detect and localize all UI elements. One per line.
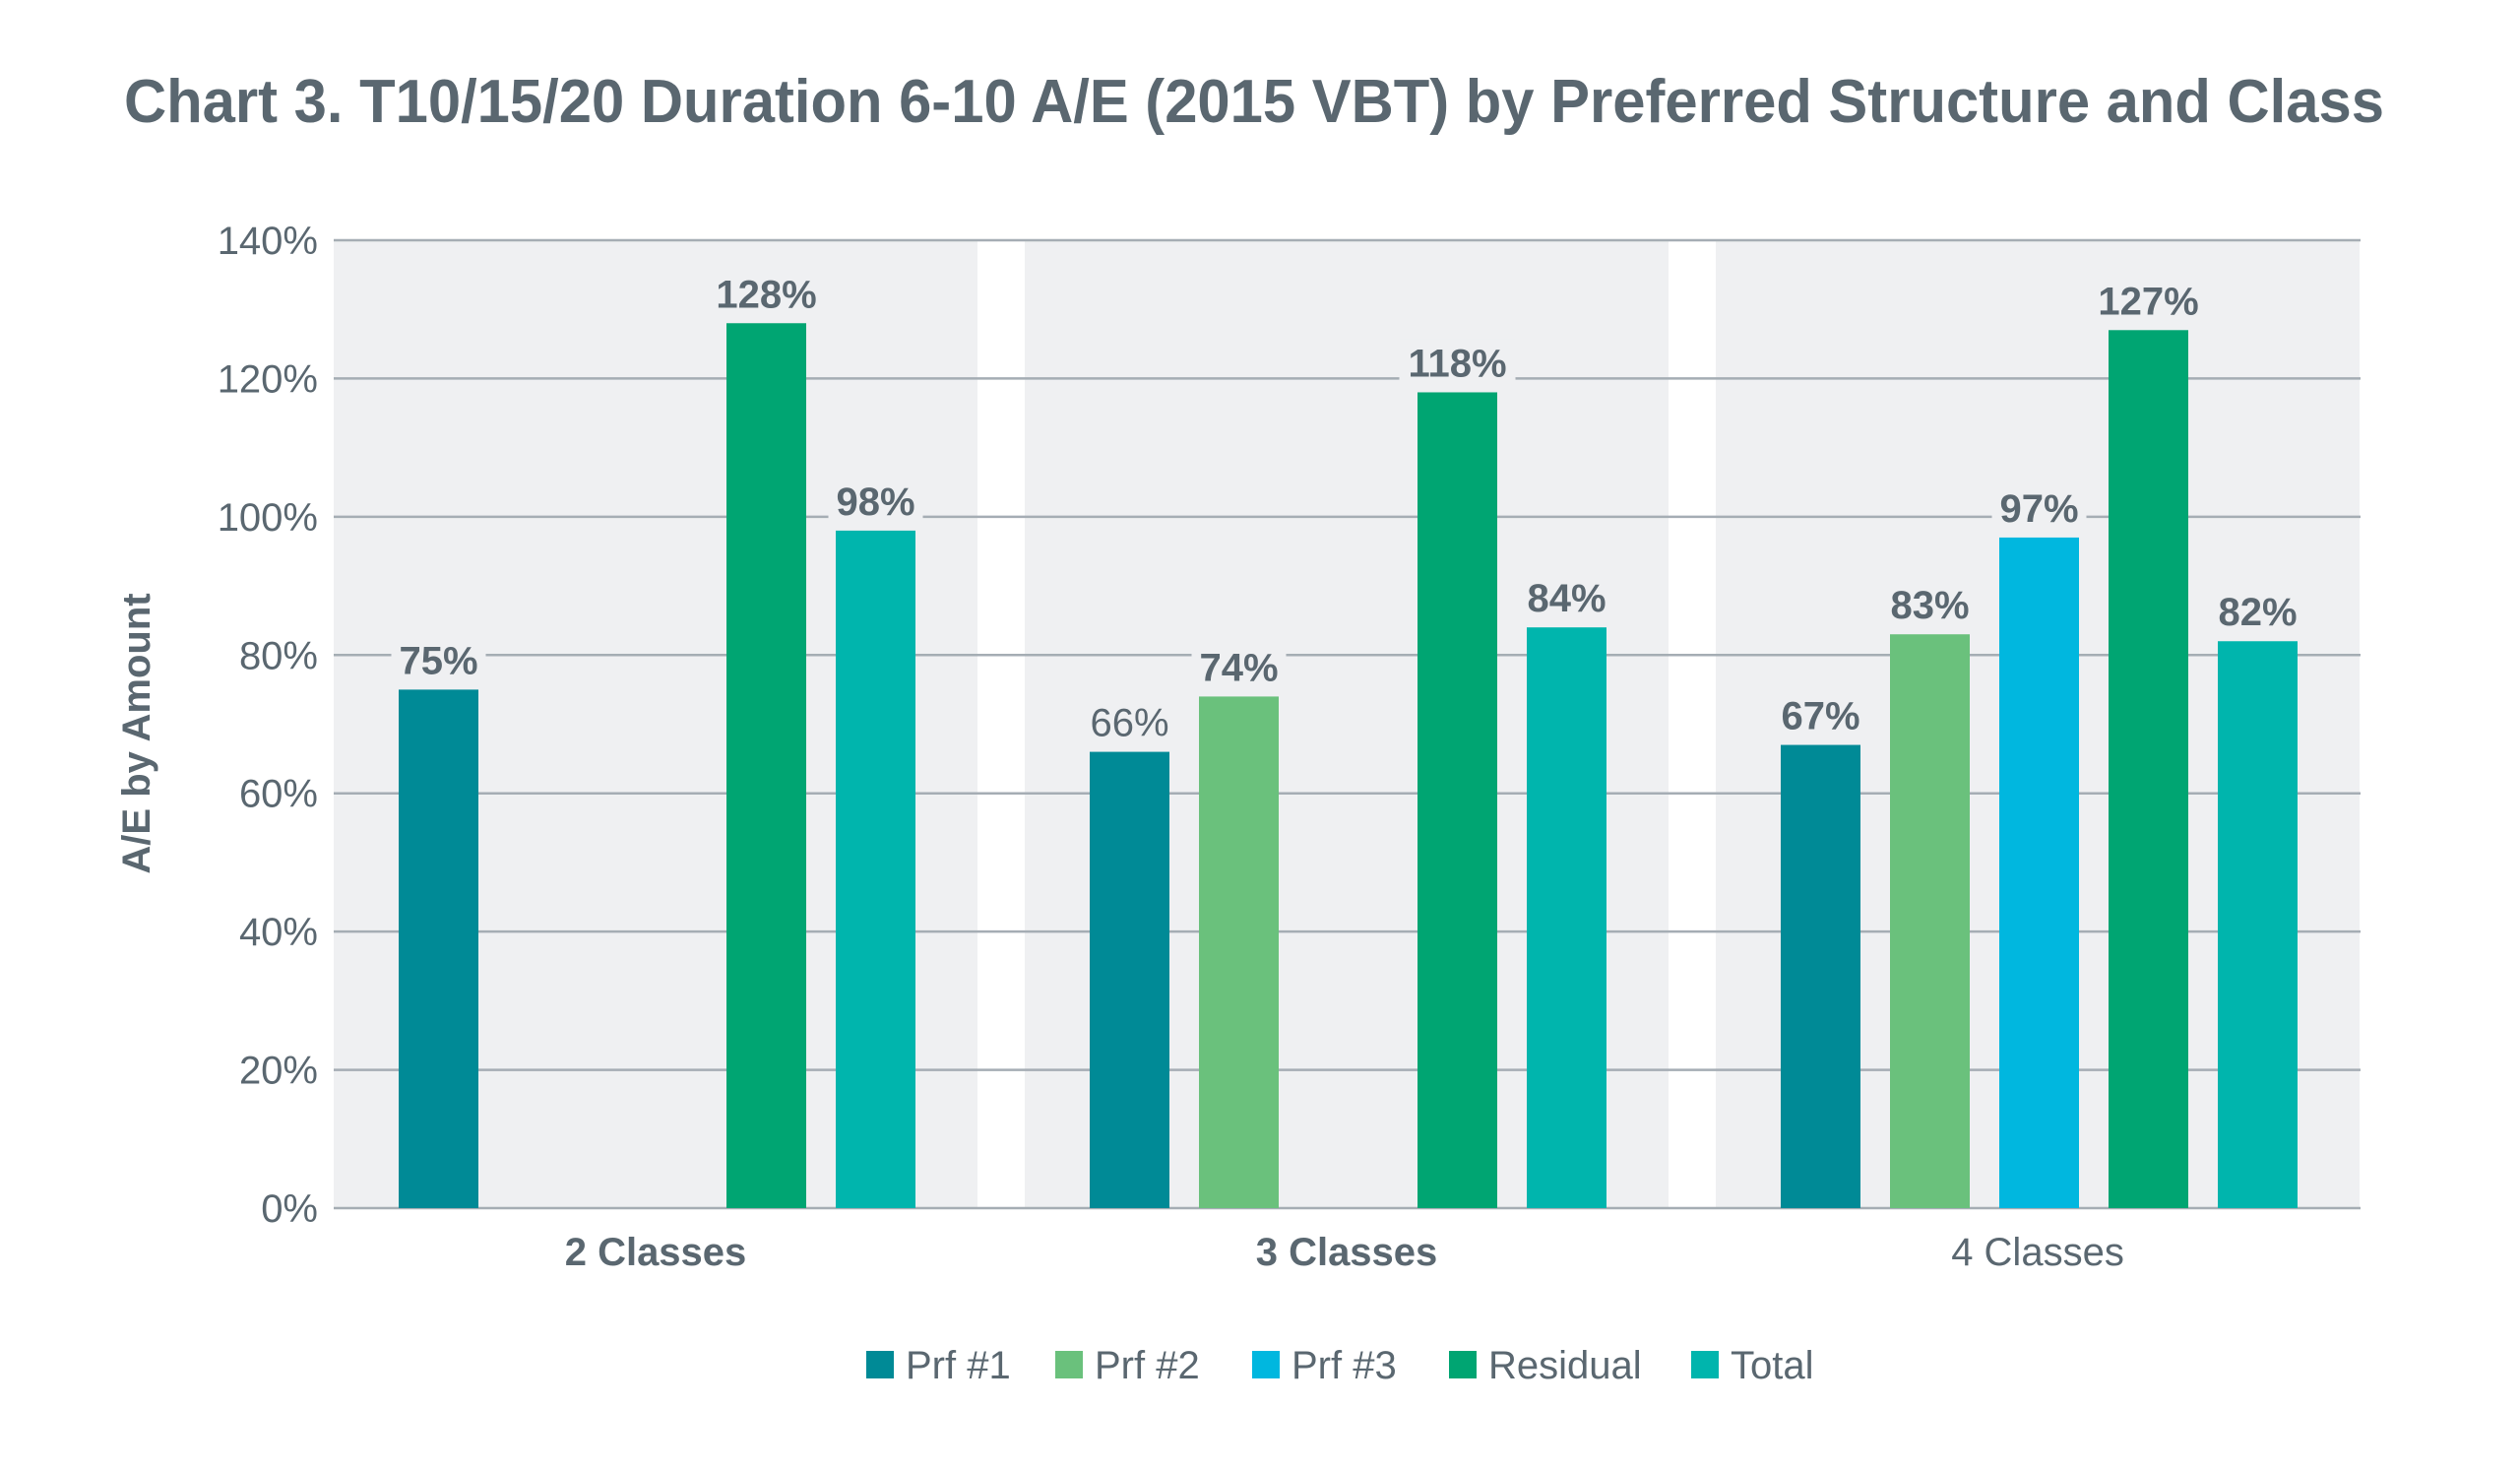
legend-swatch [1449, 1351, 1477, 1378]
y-tick-label: 40% [239, 911, 318, 954]
y-tick-label: 80% [239, 634, 318, 677]
bar-residual-3-classes [1418, 392, 1497, 1208]
data-label: 67% [1781, 695, 1859, 738]
bar-residual-4-classes [2109, 330, 2188, 1208]
bar-prf-1-4-classes [1781, 744, 1860, 1208]
data-label: 74% [1199, 646, 1278, 689]
bar-residual-2-classes [726, 323, 806, 1208]
chart-title: Chart 3. T10/15/20 Duration 6-10 A/E (20… [124, 68, 2384, 136]
y-tick-label: 100% [218, 496, 318, 540]
legend-label: Prf #3 [1292, 1344, 1397, 1387]
legend-swatch [1055, 1351, 1083, 1378]
y-axis-ticks: 0% 20% 40% 60% 80% 100% 120% 140% [218, 220, 318, 1231]
legend-item: Prf #1 [866, 1344, 1011, 1387]
data-label: 118% [1408, 342, 1506, 385]
label-background [1519, 574, 1614, 618]
bars [399, 323, 2298, 1208]
legend-swatch [1252, 1351, 1280, 1378]
label-background [391, 636, 486, 680]
label-backgrounds [391, 270, 2305, 742]
legend-label: Prf #1 [906, 1344, 1011, 1387]
label-background [828, 477, 923, 521]
label-background [1882, 581, 1978, 625]
data-label: 83% [1890, 584, 1969, 627]
data-label: 97% [1999, 487, 2078, 531]
legend-label: Total [1731, 1344, 1814, 1387]
legend-swatch [866, 1351, 894, 1378]
bar-prf-2-4-classes [1890, 634, 1970, 1208]
y-tick-label: 60% [239, 773, 318, 816]
legend-item: Total [1691, 1344, 1814, 1387]
y-tick-label: 0% [261, 1187, 318, 1231]
legend-label: Residual [1488, 1344, 1642, 1387]
x-axis-categories: 2 Classes 3 Classes 4 Classes [565, 1231, 2124, 1274]
data-label: 128% [716, 273, 816, 316]
x-category-label: 4 Classes [1951, 1231, 2124, 1274]
bar-prf-2-3-classes [1199, 696, 1279, 1208]
data-label: 84% [1527, 577, 1606, 620]
label-background [1399, 339, 1516, 383]
y-tick-label: 20% [239, 1050, 318, 1093]
data-label: 75% [399, 639, 477, 682]
legend: Prf #1 Prf #2 Prf #3 Residual Total [866, 1344, 1814, 1387]
x-category-label: 2 Classes [565, 1231, 747, 1274]
data-label: 127% [2098, 280, 2198, 323]
bar-prf-3-4-classes [1999, 537, 2079, 1208]
data-label: 66% [1090, 702, 1168, 745]
data-label: 82% [2218, 591, 2297, 634]
y-axis-title: A/E by Amount [115, 593, 158, 873]
data-labels: 75% 128% 98% 66% 74% 118% 84% 67% 83% 97% 127% 82% [399, 273, 2297, 744]
label-background [2090, 277, 2207, 321]
y-tick-label: 140% [218, 220, 318, 263]
label-background [1082, 698, 1177, 742]
bar-total-3-classes [1527, 627, 1606, 1208]
x-category-label: 3 Classes [1256, 1231, 1438, 1274]
bar-prf-1-2-classes [399, 689, 478, 1208]
legend-swatch [1691, 1351, 1719, 1378]
bar-total-4-classes [2218, 641, 2298, 1208]
label-background [708, 270, 825, 314]
legend-label: Prf #2 [1095, 1344, 1200, 1387]
label-background [1191, 643, 1287, 687]
legend-item: Residual [1449, 1344, 1642, 1387]
legend-item: Prf #2 [1055, 1344, 1200, 1387]
label-background [2210, 588, 2305, 632]
data-label: 98% [836, 480, 914, 524]
label-background [1773, 691, 1868, 736]
bar-total-2-classes [836, 530, 915, 1208]
legend-item: Prf #3 [1252, 1344, 1397, 1387]
label-background [1991, 483, 2087, 528]
y-tick-label: 120% [218, 357, 318, 401]
bar-prf-1-3-classes [1090, 751, 1169, 1208]
